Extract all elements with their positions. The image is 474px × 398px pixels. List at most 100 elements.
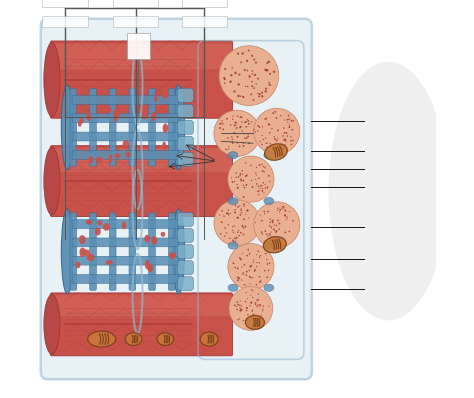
Ellipse shape (228, 152, 238, 159)
Circle shape (246, 320, 247, 321)
Circle shape (246, 60, 248, 62)
Circle shape (281, 208, 283, 210)
Circle shape (252, 313, 254, 315)
FancyBboxPatch shape (177, 88, 193, 102)
Circle shape (239, 96, 241, 97)
Circle shape (264, 171, 265, 172)
Circle shape (269, 73, 271, 75)
Circle shape (219, 46, 279, 105)
Circle shape (257, 78, 259, 80)
Circle shape (240, 116, 242, 118)
Circle shape (283, 132, 285, 134)
Circle shape (277, 220, 279, 221)
Circle shape (235, 133, 236, 134)
Circle shape (259, 187, 261, 189)
Circle shape (280, 115, 281, 116)
Circle shape (250, 316, 251, 318)
Circle shape (281, 145, 282, 146)
Ellipse shape (264, 152, 274, 159)
FancyBboxPatch shape (177, 213, 193, 226)
Circle shape (244, 122, 246, 123)
Circle shape (247, 298, 248, 299)
Circle shape (243, 320, 244, 321)
Circle shape (267, 211, 269, 213)
Circle shape (239, 175, 241, 176)
Circle shape (284, 215, 286, 216)
Circle shape (255, 175, 257, 176)
Circle shape (246, 184, 247, 186)
Circle shape (237, 231, 238, 233)
Circle shape (284, 209, 286, 211)
Circle shape (292, 140, 294, 141)
Circle shape (259, 164, 261, 166)
Ellipse shape (264, 284, 274, 291)
Circle shape (278, 228, 280, 230)
Circle shape (287, 122, 289, 123)
Circle shape (237, 301, 238, 303)
Circle shape (244, 69, 246, 71)
FancyBboxPatch shape (168, 213, 175, 290)
Circle shape (236, 177, 237, 178)
Ellipse shape (147, 264, 153, 272)
FancyBboxPatch shape (129, 213, 136, 290)
Ellipse shape (97, 220, 102, 226)
Circle shape (266, 187, 268, 189)
Circle shape (220, 221, 222, 222)
Circle shape (219, 215, 220, 216)
Ellipse shape (328, 62, 448, 320)
Ellipse shape (151, 112, 156, 121)
Circle shape (226, 232, 228, 234)
Circle shape (259, 304, 261, 305)
Circle shape (247, 314, 248, 315)
Circle shape (275, 117, 277, 119)
Circle shape (271, 146, 272, 148)
Ellipse shape (44, 43, 60, 117)
Circle shape (267, 236, 269, 237)
Circle shape (290, 140, 292, 142)
Circle shape (251, 55, 253, 57)
FancyBboxPatch shape (70, 89, 77, 166)
Circle shape (243, 196, 245, 198)
Circle shape (257, 93, 259, 94)
Circle shape (241, 208, 242, 209)
Ellipse shape (109, 154, 112, 163)
Circle shape (269, 262, 270, 264)
Circle shape (246, 209, 249, 211)
Circle shape (240, 126, 242, 127)
Circle shape (228, 146, 229, 148)
Circle shape (226, 118, 228, 120)
Circle shape (274, 139, 276, 140)
Circle shape (235, 209, 236, 211)
Circle shape (253, 59, 255, 60)
Circle shape (249, 254, 250, 255)
Circle shape (284, 140, 286, 142)
Circle shape (256, 306, 258, 307)
Circle shape (269, 124, 270, 125)
Circle shape (214, 200, 260, 246)
Circle shape (270, 143, 271, 144)
Circle shape (270, 226, 272, 227)
Circle shape (234, 125, 236, 126)
Circle shape (263, 305, 264, 307)
Circle shape (240, 180, 242, 181)
Circle shape (267, 233, 269, 234)
Circle shape (246, 307, 248, 309)
FancyBboxPatch shape (129, 89, 136, 166)
Circle shape (251, 301, 252, 303)
Circle shape (264, 213, 265, 215)
FancyBboxPatch shape (50, 293, 233, 356)
Circle shape (224, 82, 226, 84)
FancyBboxPatch shape (51, 148, 232, 172)
Ellipse shape (114, 153, 120, 159)
Circle shape (232, 239, 233, 240)
Ellipse shape (61, 209, 73, 294)
Circle shape (273, 136, 275, 138)
Circle shape (252, 297, 254, 298)
FancyBboxPatch shape (113, 16, 158, 27)
Circle shape (275, 230, 277, 232)
Circle shape (255, 222, 256, 223)
Circle shape (249, 283, 251, 285)
Circle shape (223, 215, 225, 217)
Circle shape (285, 219, 287, 220)
Circle shape (264, 230, 266, 232)
